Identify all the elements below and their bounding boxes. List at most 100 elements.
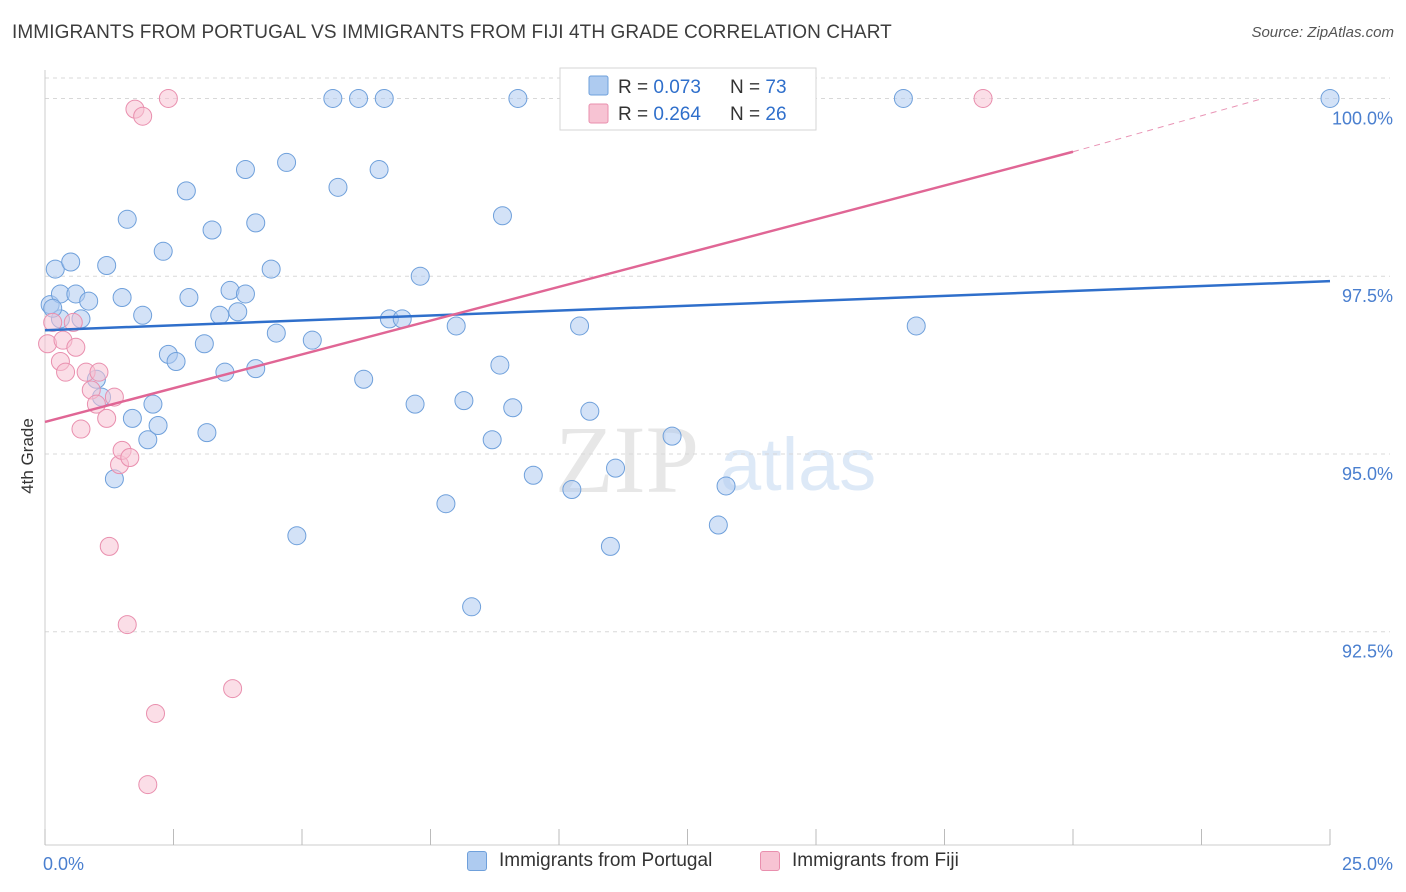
point-fiji (97, 408, 117, 428)
point-portugal (562, 479, 582, 499)
legend-r-value-fiji: 0.264 (653, 104, 701, 125)
svg-text:N = 26: N = 26 (730, 104, 787, 125)
x-tick-label: 0.0% (43, 854, 84, 874)
legend-swatch-fiji (588, 103, 609, 124)
point-portugal (235, 284, 255, 304)
point-portugal (261, 259, 281, 279)
point-fiji (117, 615, 137, 635)
point-portugal (410, 266, 430, 286)
legend-bottom-swatch-portugal (467, 851, 487, 871)
legend-r-label-portugal: R = (618, 77, 653, 98)
legend-label-fiji: Immigrants from Fiji (792, 850, 959, 871)
point-portugal (580, 401, 600, 421)
point-portugal (893, 88, 913, 108)
legend-n-value-fiji: 26 (765, 104, 786, 125)
point-portugal (570, 316, 590, 336)
point-fiji (56, 362, 76, 382)
series-portugal-points (40, 88, 1340, 617)
point-fiji (66, 337, 86, 357)
trend-lines (44, 97, 1331, 424)
point-portugal (600, 536, 620, 556)
point-portugal (490, 355, 510, 375)
point-portugal (179, 288, 199, 308)
legend-n-label-fiji: N = (730, 104, 765, 125)
series-fiji-points (38, 88, 993, 795)
point-portugal (138, 430, 158, 450)
y-tick-label: 97.5% (1342, 286, 1393, 306)
point-portugal (153, 241, 173, 261)
legend-top: R = 0.073 N = 73 R = 0.264 N = 26 (559, 67, 817, 131)
point-fiji (138, 775, 158, 795)
point-portugal (287, 526, 307, 546)
legend-item-fiji: Immigrants from Fiji (760, 850, 959, 872)
svg-text:N = 73: N = 73 (730, 77, 787, 98)
point-fiji (973, 88, 993, 108)
point-fiji (89, 362, 109, 382)
point-portugal (462, 597, 482, 617)
point-portugal (235, 160, 255, 180)
point-portugal (454, 391, 474, 411)
point-portugal (202, 220, 222, 240)
point-portugal (97, 256, 117, 276)
point-portugal (349, 88, 369, 108)
trend-line-portugal (44, 279, 1331, 332)
point-portugal (194, 334, 214, 354)
axes (44, 70, 1331, 846)
point-fiji (158, 88, 178, 108)
point-fiji (120, 448, 140, 467)
point-portugal (45, 259, 65, 279)
chart-title: IMMIGRANTS FROM PORTUGAL VS IMMIGRANTS F… (12, 22, 892, 43)
point-portugal (220, 280, 240, 300)
point-portugal (133, 305, 153, 325)
point-portugal (143, 394, 163, 414)
trend-line-fiji (44, 150, 1074, 424)
legend-r-value-portugal: 0.073 (653, 77, 701, 98)
tick-labels: 92.5% 95.0% 97.5% 100.0% 0.0% 25.0% (43, 108, 1393, 874)
point-portugal (503, 398, 523, 418)
watermark-atlas: atlas (720, 423, 876, 506)
point-portugal (117, 209, 137, 229)
point-portugal (148, 416, 168, 436)
y-tick-label: 92.5% (1342, 642, 1393, 662)
point-fiji (43, 312, 63, 332)
point-portugal (369, 160, 389, 180)
point-fiji (71, 419, 91, 439)
point-portugal (122, 408, 142, 428)
point-portugal (79, 291, 99, 311)
point-portugal (906, 316, 926, 336)
point-fiji (99, 536, 119, 556)
point-portugal (662, 426, 682, 446)
point-fiji (63, 312, 83, 332)
y-tick-label: 95.0% (1342, 464, 1393, 484)
point-portugal (166, 352, 186, 372)
point-portugal (328, 177, 348, 197)
point-portugal (508, 88, 528, 108)
legend-swatch-portugal (588, 75, 609, 96)
legend-n-value-portugal: 73 (765, 77, 786, 98)
point-portugal (228, 302, 248, 322)
legend-label-portugal: Immigrants from Portugal (499, 850, 713, 871)
point-portugal (523, 465, 543, 485)
legend-bottom-swatch-fiji (760, 851, 780, 871)
point-portugal (1320, 88, 1340, 108)
point-portugal (112, 288, 132, 308)
point-portugal (210, 305, 230, 325)
y-axis-label: 4th Grade (18, 418, 37, 494)
legend-item-portugal: Immigrants from Portugal (467, 850, 712, 872)
svg-text:R = 0.264: R = 0.264 (618, 104, 701, 125)
point-portugal (302, 330, 322, 350)
legend-r-label-fiji: R = (618, 104, 653, 125)
source-attribution: Source: ZipAtlas.com (1251, 24, 1394, 41)
point-fiji (223, 679, 243, 699)
point-portugal (708, 515, 728, 535)
point-portugal (354, 369, 374, 389)
svg-text:R = 0.073: R = 0.073 (618, 77, 701, 98)
trend-line-fiji-extension (1072, 97, 1264, 153)
legend-n-label-portugal: N = (730, 77, 765, 98)
point-portugal (197, 423, 217, 443)
point-fiji (146, 703, 166, 723)
point-portugal (446, 316, 466, 336)
x-tick-label: 25.0% (1342, 854, 1393, 874)
point-portugal (405, 394, 425, 414)
